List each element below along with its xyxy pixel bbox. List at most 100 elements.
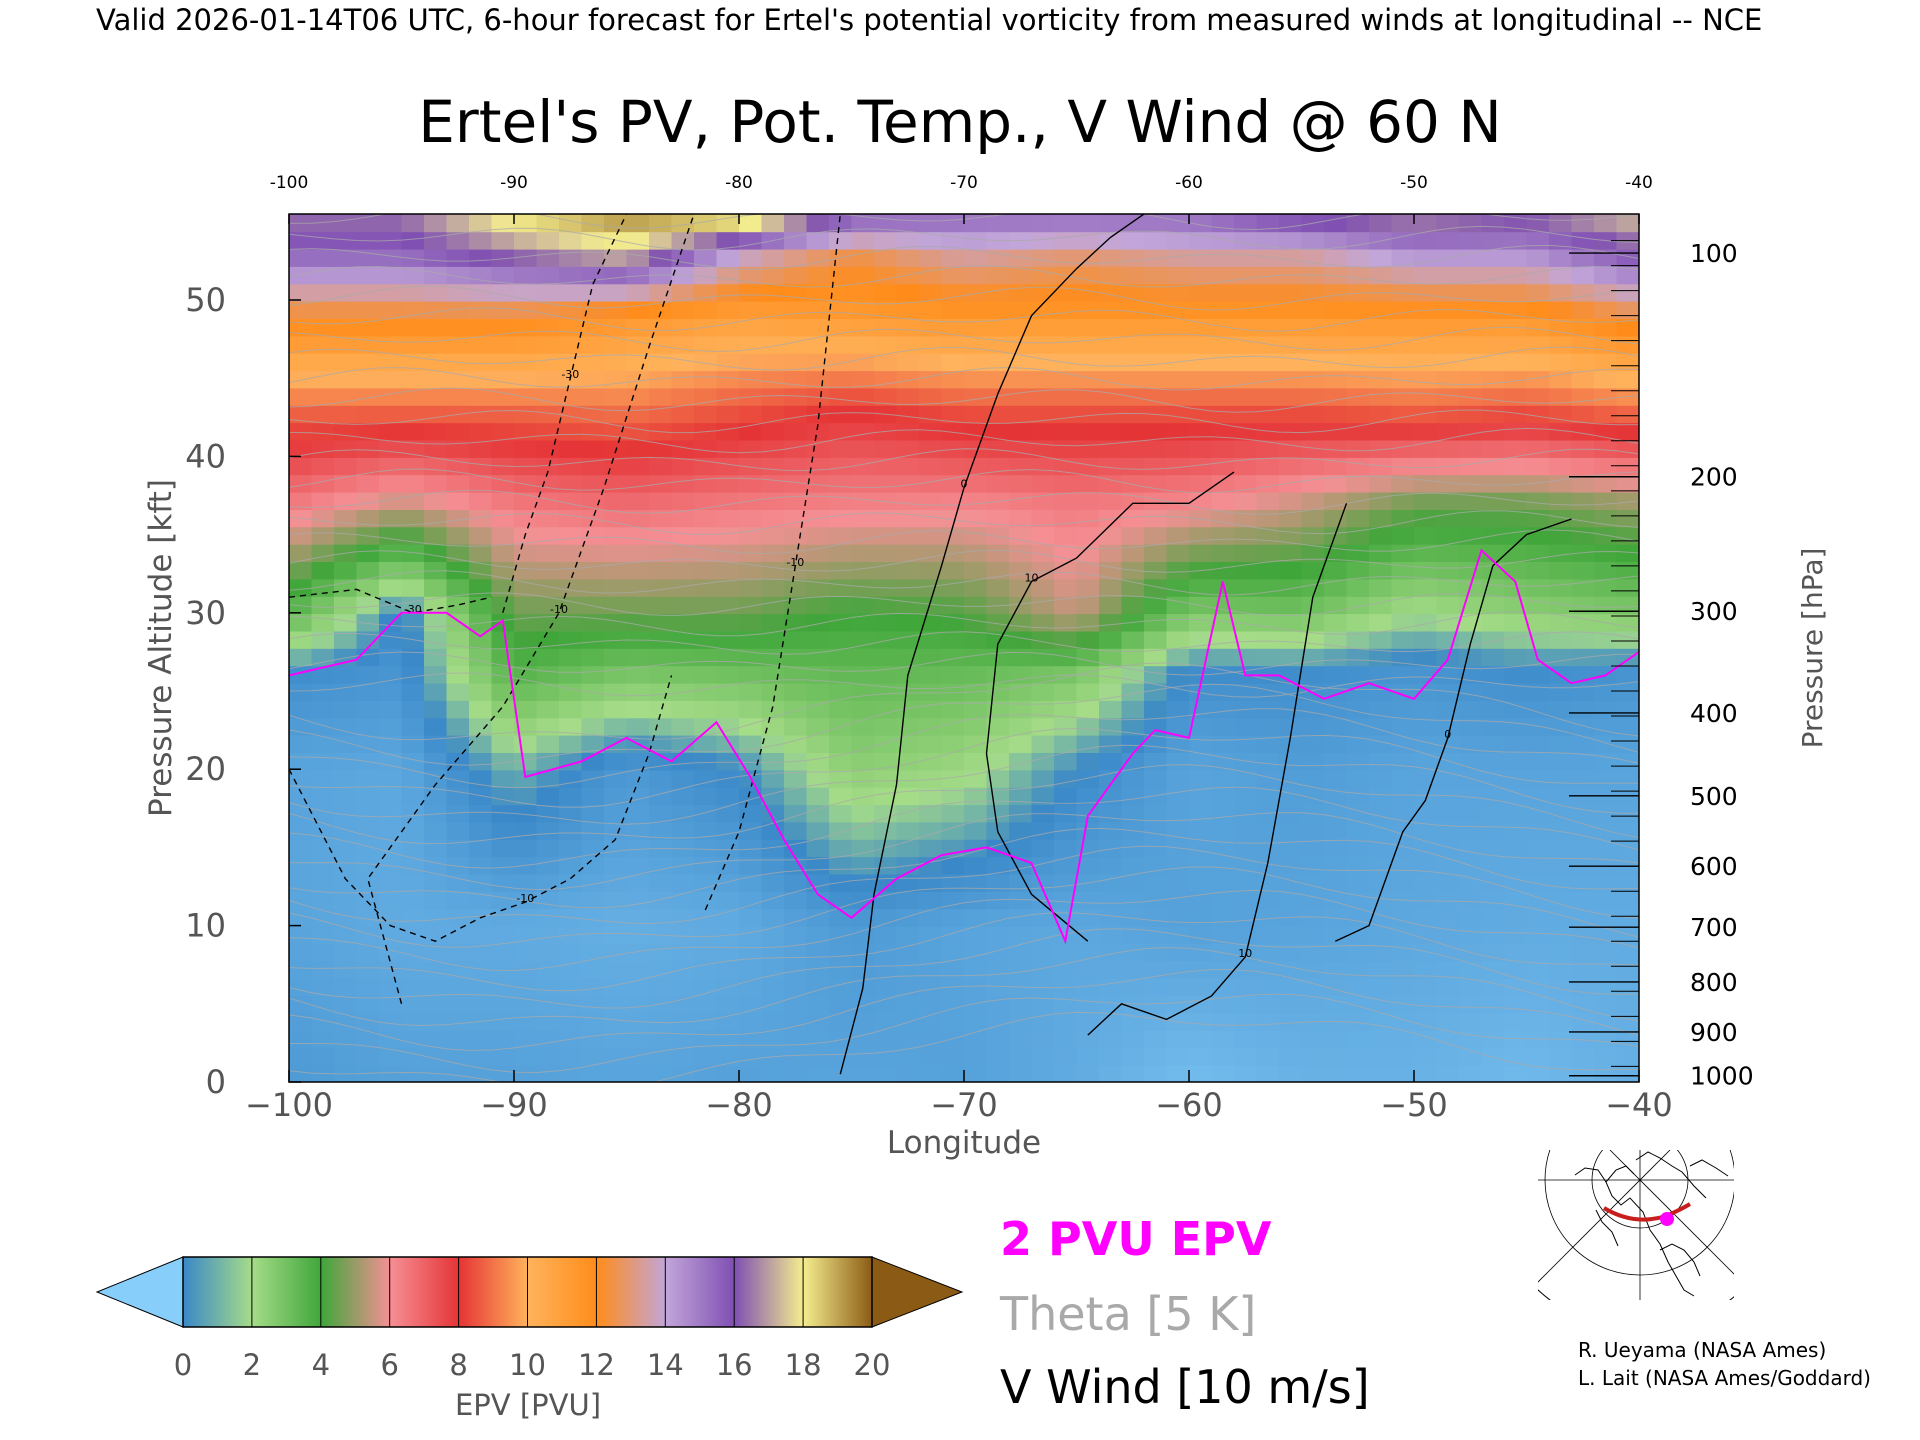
epv-cell xyxy=(829,682,853,701)
epv-cell xyxy=(739,214,763,233)
epv-cell xyxy=(1099,960,1123,979)
epv-cell xyxy=(761,839,785,858)
epv-cell xyxy=(1571,231,1595,250)
epv-cell xyxy=(1571,613,1595,632)
epv-cell xyxy=(851,214,875,233)
epv-cell xyxy=(1009,839,1033,858)
epv-cell xyxy=(1099,248,1123,267)
epv-cell xyxy=(581,960,605,979)
epv-cell xyxy=(716,439,740,458)
epv-cell xyxy=(1549,457,1573,476)
epv-cell xyxy=(536,422,560,441)
epv-cell xyxy=(896,908,920,927)
epv-cell xyxy=(1324,943,1348,962)
epv-cell xyxy=(604,266,628,285)
epv-cell xyxy=(1009,509,1033,528)
epv-cell xyxy=(379,752,403,771)
epv-cell xyxy=(1256,630,1280,649)
v-wind-label: 10 xyxy=(1025,572,1039,585)
epv-cell xyxy=(1549,266,1573,285)
epv-cell xyxy=(1526,856,1550,875)
epv-cell xyxy=(514,595,538,615)
epv-cell xyxy=(311,335,335,354)
epv-cell xyxy=(919,700,943,719)
epv-cell xyxy=(1504,804,1528,823)
epv-cell xyxy=(559,630,583,649)
epv-cell xyxy=(1031,248,1055,267)
epv-cell xyxy=(1301,873,1325,892)
epv-cell xyxy=(356,682,380,701)
epv-cell xyxy=(739,283,763,302)
epv-cell xyxy=(1391,630,1415,649)
epv-cell xyxy=(1549,700,1573,719)
epv-cell xyxy=(1391,457,1415,476)
epv-cell xyxy=(1594,248,1618,267)
epv-cell xyxy=(1121,717,1145,736)
epv-cell xyxy=(964,977,988,996)
epv-cell xyxy=(1234,578,1258,597)
epv-cell xyxy=(1144,648,1168,667)
epv-cell xyxy=(1504,335,1528,354)
epv-cell xyxy=(1234,231,1258,250)
v-wind-line xyxy=(502,214,628,613)
epv-cell xyxy=(1346,248,1370,267)
epv-cell xyxy=(379,1012,403,1031)
epv-cell xyxy=(694,231,718,250)
epv-cell xyxy=(604,335,628,354)
epv-cell xyxy=(469,769,493,788)
epv-cell xyxy=(1616,891,1639,910)
epv-cell xyxy=(761,908,785,927)
epv-cell xyxy=(514,873,538,892)
epv-cell xyxy=(1481,977,1505,996)
epv-cell xyxy=(941,266,965,285)
epv-cell xyxy=(1324,752,1348,771)
epv-cell xyxy=(1189,352,1213,372)
epv-cell xyxy=(1369,561,1393,580)
epv-cell xyxy=(851,248,875,267)
epv-cell xyxy=(1121,804,1145,823)
epv-cell xyxy=(851,266,875,285)
epv-cell xyxy=(649,1064,673,1082)
epv-cell xyxy=(559,943,583,962)
map-meridian xyxy=(1538,1150,1671,1283)
epv-cell xyxy=(874,370,898,389)
epv-cell xyxy=(986,1064,1010,1082)
epv-cell xyxy=(874,717,898,736)
epv-cell xyxy=(806,1029,830,1049)
x-tick-label: −100 xyxy=(245,1086,333,1124)
epv-cell xyxy=(1166,543,1190,562)
epv-cell xyxy=(806,839,830,858)
epv-cell xyxy=(851,474,875,493)
epv-cell xyxy=(784,1029,808,1049)
epv-cell xyxy=(964,318,988,337)
epv-cell xyxy=(1211,682,1235,701)
epv-cell xyxy=(1099,1064,1123,1082)
epv-cell xyxy=(761,821,785,840)
epv-cell xyxy=(874,700,898,719)
epv-cell xyxy=(694,700,718,719)
epv-cell xyxy=(671,595,695,615)
epv-cell xyxy=(469,960,493,979)
theta-line xyxy=(289,727,1639,808)
epv-cell xyxy=(1121,595,1145,615)
epv-cell xyxy=(1504,734,1528,753)
epv-cell xyxy=(1121,752,1145,771)
epv-cell xyxy=(446,248,470,267)
epv-cell xyxy=(941,682,965,701)
epv-cell xyxy=(626,283,650,302)
epv-cell xyxy=(829,214,853,233)
epv-cell xyxy=(1279,318,1303,337)
epv-cell xyxy=(446,665,470,684)
epv-cell xyxy=(986,1012,1010,1031)
epv-cell xyxy=(1459,266,1483,285)
epv-cell xyxy=(581,943,605,962)
epv-cell xyxy=(446,561,470,580)
epv-cell xyxy=(581,561,605,580)
epv-cell xyxy=(289,283,313,302)
epv-cell xyxy=(1549,526,1573,545)
epv-cell xyxy=(986,561,1010,580)
epv-cell xyxy=(1504,509,1528,528)
epv-cell xyxy=(1391,214,1415,233)
epv-cell xyxy=(1391,231,1415,250)
